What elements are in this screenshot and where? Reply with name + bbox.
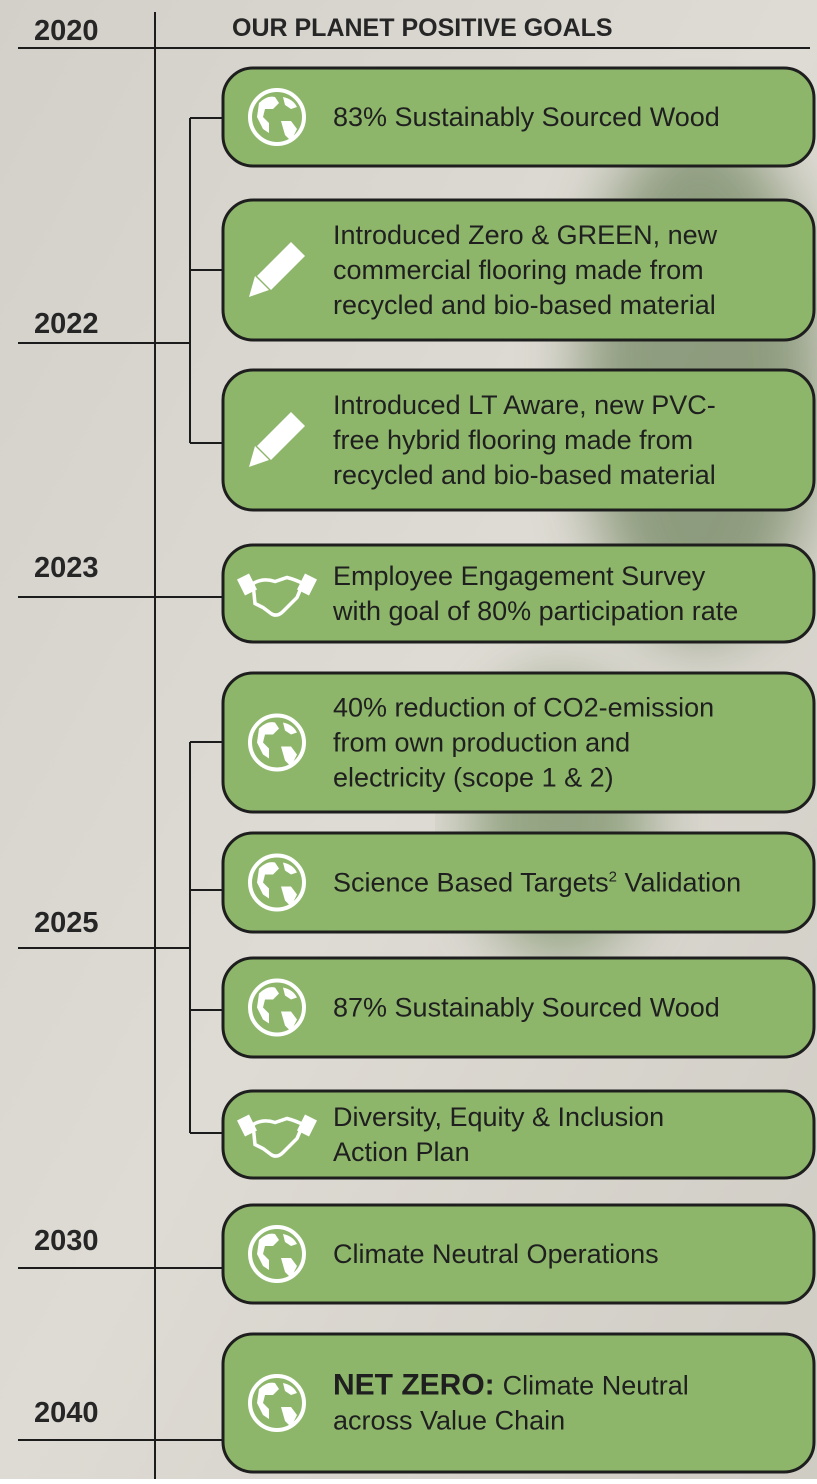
goal-text-part: Validation [617,868,741,898]
year-label: 2040 [34,1397,99,1429]
goal-text: across Value Chain [333,1406,565,1436]
goal-text-part: 87% Sustainably Sourced Wood [333,993,720,1023]
goal-emphasis: NET ZERO: [333,1369,495,1402]
year-label: 2020 [34,15,99,47]
goal-text-part: Employee Engagement Survey [333,561,706,591]
goal-text: 87% Sustainably Sourced Wood [333,993,720,1023]
timeline-page: OUR PLANET POSITIVE GOALS 2020 2022 2023 20… [0,0,817,1479]
goal-box [223,545,814,642]
goal-text: Science Based Targets2 Validation [333,868,741,898]
goal-text-part: commercial flooring made from [333,255,704,285]
year-label: 2023 [34,552,99,584]
goal-text: Climate Neutral Operations [333,1239,659,1269]
superscript: 2 [609,869,617,886]
goal-text-part: across Value Chain [333,1406,565,1436]
goal-text-part: 83% Sustainably Sourced Wood [333,102,720,132]
goal-box [223,1334,814,1472]
goal-text-part: Science Based Targets [333,868,609,898]
goal-text: 40% reduction of CO2-emission [333,693,714,723]
goal-text-part: recycled and bio-based material [333,460,716,490]
goal-text-part: Diversity, Equity & Inclusion [333,1102,664,1132]
goal-text-part: with goal of 80% participation rate [332,596,738,626]
goal-text: commercial flooring made from [333,255,704,285]
goal-text: electricity (scope 1 & 2) [333,763,614,793]
goal-text: Introduced LT Aware, new PVC- [333,390,716,420]
goal-text: Employee Engagement Survey [333,561,706,591]
goal-text: from own production and [333,728,630,758]
goal-text: with goal of 80% participation rate [332,596,738,626]
goal-text-part: Introduced Zero & GREEN, new [333,220,718,250]
year-label: 2025 [34,907,99,939]
goal-text: NET ZERO: Climate Neutral [333,1369,689,1402]
goal-text: Action Plan [333,1137,470,1167]
goal-text-part: Climate Neutral Operations [333,1239,659,1269]
goal-text: 83% Sustainably Sourced Wood [333,102,720,132]
goal-text-part: recycled and bio-based material [333,290,716,320]
title: OUR PLANET POSITIVE GOALS [232,14,613,42]
goal-text-part: free hybrid flooring made from [333,425,693,455]
goal-text: Introduced Zero & GREEN, new [333,220,718,250]
goal-text: Diversity, Equity & Inclusion [333,1102,664,1132]
goal-text-part: from own production and [333,728,630,758]
goal-text: recycled and bio-based material [333,290,716,320]
goal-text: free hybrid flooring made from [333,425,693,455]
goal-text-part: Action Plan [333,1137,470,1167]
goal-text: recycled and bio-based material [333,460,716,490]
goal-text-part: Introduced LT Aware, new PVC- [333,390,716,420]
goal-text-part: 40% reduction of CO2-emission [333,693,714,723]
goal-text-part: electricity (scope 1 & 2) [333,763,614,793]
year-label: 2030 [34,1225,99,1257]
year-label: 2022 [34,308,99,340]
goal-text-part: Climate Neutral [503,1371,689,1401]
